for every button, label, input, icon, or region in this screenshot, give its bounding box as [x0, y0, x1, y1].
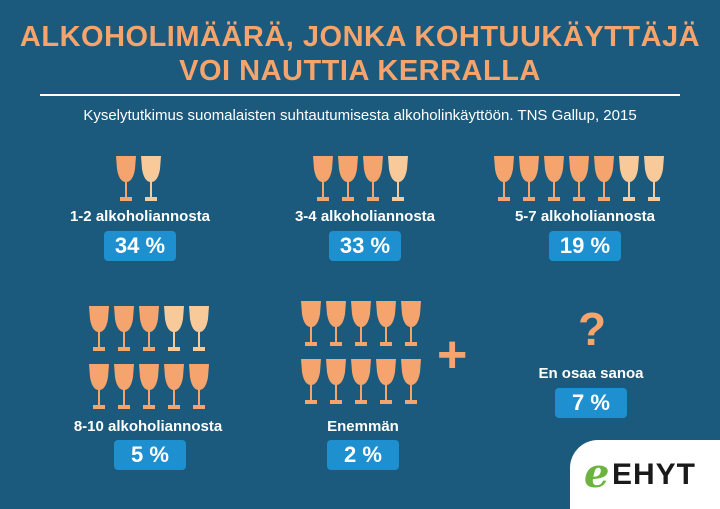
wine-glass-icon: [114, 306, 134, 351]
wine-glass-icon: [89, 364, 109, 409]
wine-glass-icon: [326, 301, 346, 346]
wine-glass-icon: [351, 359, 371, 404]
percentage-badge: 19 %: [549, 231, 621, 261]
wine-glass-icon: [189, 364, 209, 409]
wine-glass-icon: [114, 364, 134, 409]
wine-glass-icon: [164, 364, 184, 409]
wine-glass-icon: [388, 156, 408, 201]
percentage-badge: 5 %: [114, 440, 186, 470]
wine-glass-icon: [141, 156, 161, 201]
wine-glass-icon: [519, 156, 539, 201]
wine-glass-icon: [619, 156, 639, 201]
category-label: 5-7 alkoholiannosta: [514, 208, 656, 225]
wine-glass-icon: [569, 156, 589, 201]
question-icon: ?: [578, 303, 607, 355]
wine-glass-icon: [139, 306, 159, 351]
infographic-title: ALKOHOLIMÄÄRÄ, JONKA KOHTUUKÄYTTÄJÄ VOI …: [0, 20, 720, 88]
category-label: En osaa sanoa: [538, 365, 644, 382]
wine-glass-icon: [544, 156, 564, 201]
wine-glass-icon: [351, 301, 371, 346]
wine-glass-icon: [164, 306, 184, 351]
wine-glass-icon: [401, 301, 421, 346]
percentage-badge: 7 %: [555, 388, 627, 418]
ehyt-logo: e EHYT: [570, 440, 720, 509]
wine-glass-icon: [326, 359, 346, 404]
percentage-badge: 34 %: [104, 231, 176, 261]
title-line-1: ALKOHOLIMÄÄRÄ, JONKA KOHTUUKÄYTTÄJÄ: [19, 21, 701, 53]
category-label: 1-2 alkoholiannosta: [69, 208, 211, 225]
title-divider: [40, 94, 680, 96]
wine-glass-icon: [644, 156, 664, 201]
percentage-badge: 33 %: [329, 231, 401, 261]
category-label: 3-4 alkoholiannosta: [294, 208, 436, 225]
wine-glass-icon: [376, 359, 396, 404]
wine-glass-icon: [116, 156, 136, 201]
category-label: 8-10 alkoholiannosta: [73, 418, 223, 435]
wine-glass-icon: [89, 306, 109, 351]
wine-glass-icon: [401, 359, 421, 404]
wine-glass-icon: [363, 156, 383, 201]
wine-glass-icon: [494, 156, 514, 201]
plus-icon: +: [437, 326, 468, 384]
percentage-badge: 2 %: [327, 440, 399, 470]
wine-glass-icon: [594, 156, 614, 201]
wine-glass-icon: [338, 156, 358, 201]
title-line-2: VOI NAUTTIA KERRALLA: [179, 55, 541, 87]
wine-glass-icon: [301, 301, 321, 346]
subtitle: Kyselytutkimus suomalaisten suhtautumise…: [83, 107, 637, 124]
wine-glass-icon: [301, 359, 321, 404]
category-label: Enemmän: [327, 418, 399, 435]
wine-glass-icon: [313, 156, 333, 201]
wine-glass-icon: [376, 301, 396, 346]
wine-glass-icon: [139, 364, 159, 409]
wine-glass-icon: [189, 306, 209, 351]
ehyt-logo-text: EHYT: [612, 458, 697, 491]
ehyt-logo-mark-icon: e: [584, 450, 610, 497]
